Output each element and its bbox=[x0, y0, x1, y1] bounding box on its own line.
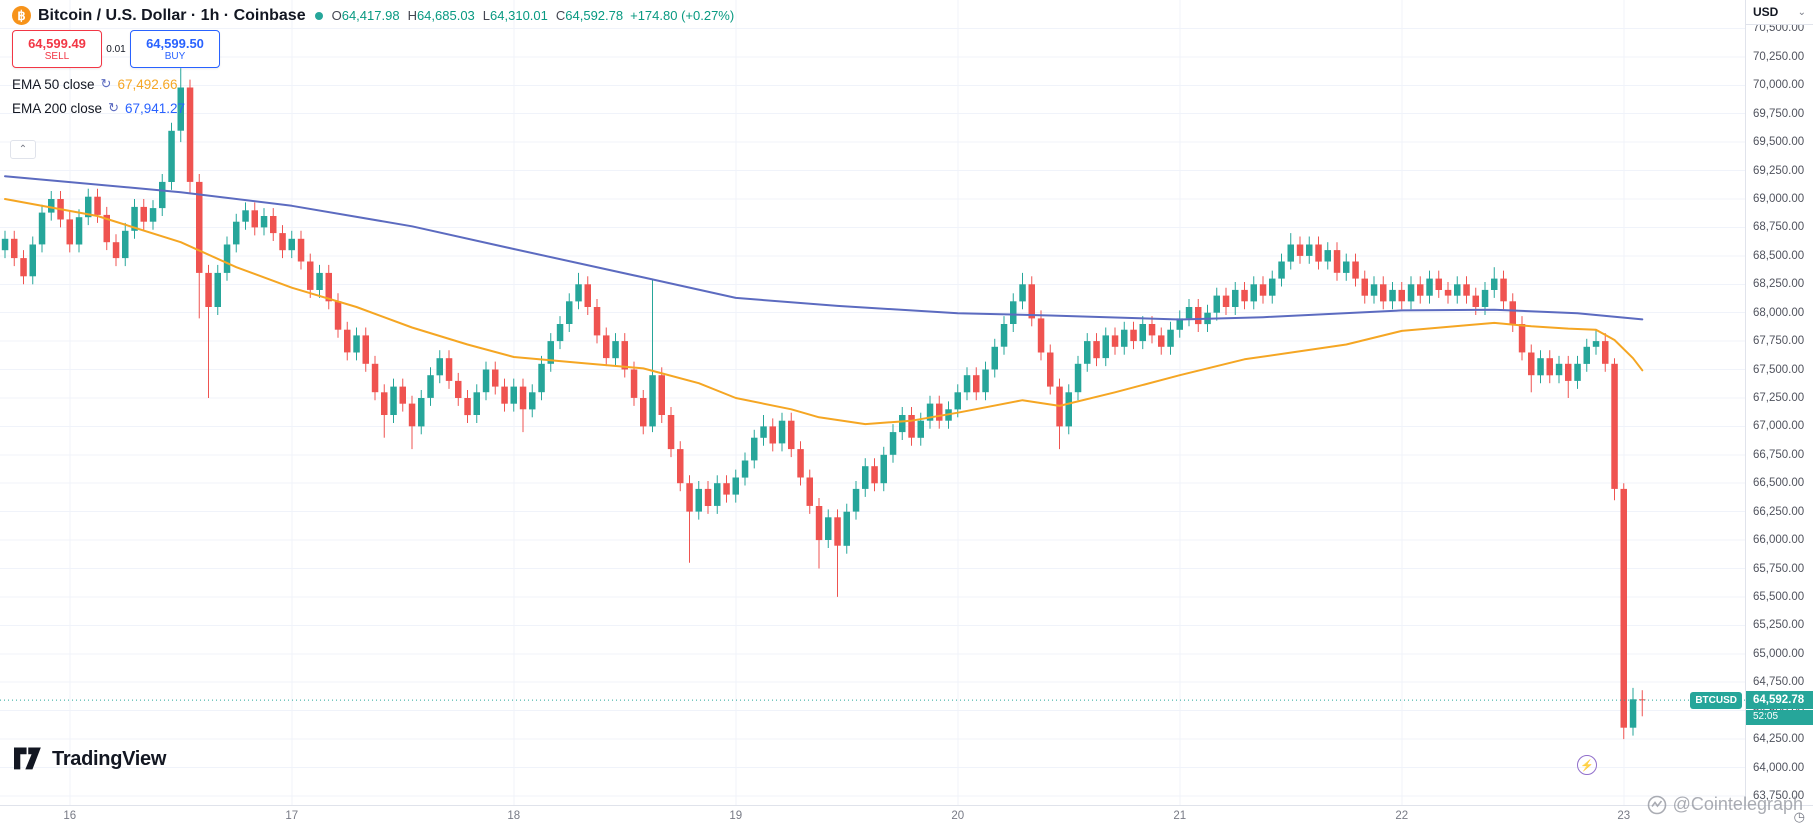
price-axis-label: 65,500.00 bbox=[1753, 590, 1805, 603]
time-axis-label: 21 bbox=[1173, 810, 1187, 822]
price-axis-label: 64,000.00 bbox=[1753, 761, 1805, 774]
price-axis-label: 65,250.00 bbox=[1753, 619, 1805, 632]
time-axis-label: 22 bbox=[1395, 810, 1409, 822]
price-axis-label: 69,000.00 bbox=[1753, 193, 1805, 205]
indicator-ema200[interactable]: EMA 200 close ↻ 67,941.27 bbox=[12, 96, 185, 120]
price-axis-label: 68,750.00 bbox=[1753, 221, 1805, 234]
current-price-badge: BTCUSD 64,592.78 52:05 bbox=[1690, 691, 1813, 726]
high-value: 64,685.03 bbox=[416, 8, 475, 23]
ema200-name: EMA 200 close bbox=[12, 100, 103, 116]
buy-label: BUY bbox=[164, 50, 186, 62]
tradingview-logo[interactable]: TradingView bbox=[14, 747, 166, 771]
price-axis-label: 66,000.00 bbox=[1753, 534, 1805, 547]
price-axis-label: 69,500.00 bbox=[1753, 136, 1805, 149]
sell-label: SELL bbox=[44, 50, 70, 62]
bitcoin-icon: ฿ bbox=[12, 6, 31, 25]
time-axis-labels[interactable]: 16 17 18 19 20 21 22 23 bbox=[0, 806, 1745, 827]
price-axis-label: 70,500.00 bbox=[1753, 22, 1805, 35]
market-status-dot bbox=[314, 11, 323, 20]
symbol-title[interactable]: Bitcoin / U.S. Dollar · 1h · Coinbase bbox=[38, 6, 306, 24]
price-axis-label: 65,750.00 bbox=[1753, 562, 1805, 575]
price-axis-label: 69,750.00 bbox=[1753, 107, 1805, 120]
bar-countdown: 52:05 bbox=[1746, 710, 1813, 726]
sell-button[interactable]: 64,599.49 SELL bbox=[12, 30, 102, 68]
chart-header: ฿ Bitcoin / U.S. Dollar · 1h · Coinbase … bbox=[12, 6, 734, 25]
price-axis-label: 67,500.00 bbox=[1753, 363, 1805, 376]
close-label: C bbox=[555, 8, 566, 23]
time-axis-label: 16 bbox=[63, 810, 77, 822]
buy-button[interactable]: 64,599.50 BUY bbox=[130, 30, 220, 68]
chart-area: ฿ Bitcoin / U.S. Dollar · 1h · Coinbase … bbox=[0, 0, 1745, 805]
caret-down-icon: ⌄ bbox=[1797, 6, 1806, 18]
low-label: L bbox=[482, 8, 491, 23]
symbol-chip: BTCUSD bbox=[1690, 691, 1742, 709]
cointelegraph-handle: @Cointelegraph bbox=[1672, 794, 1803, 814]
last-price-label: 64,592.78 bbox=[1746, 691, 1813, 710]
high-label: H bbox=[407, 8, 417, 23]
time-axis-label: 19 bbox=[729, 810, 743, 822]
price-axis-label: 66,750.00 bbox=[1753, 448, 1805, 461]
currency-selector[interactable]: USD ⌄ bbox=[1746, 0, 1813, 25]
low-value: 64,310.01 bbox=[490, 8, 548, 23]
price-axis-label: 66,500.00 bbox=[1753, 477, 1805, 490]
candlestick-chart[interactable] bbox=[0, 0, 1745, 805]
price-axis-label: 67,750.00 bbox=[1753, 335, 1805, 348]
ema50-name: EMA 50 close bbox=[12, 76, 95, 92]
indicator-ema50[interactable]: EMA 50 close ↻ 67,492.66 bbox=[12, 72, 185, 96]
time-axis-label: 20 bbox=[951, 810, 965, 822]
price-axis-label: 67,250.00 bbox=[1753, 392, 1805, 404]
price-axis-label: 65,000.00 bbox=[1753, 647, 1805, 660]
loop-icon: ↻ bbox=[108, 100, 119, 115]
cointelegraph-watermark: @Cointelegraph bbox=[1647, 794, 1803, 815]
open-value: 64,417.98 bbox=[341, 8, 400, 23]
price-axis-label: 68,000.00 bbox=[1753, 306, 1805, 319]
collapse-legend-button[interactable]: ⌃ bbox=[10, 140, 36, 159]
ema200-value: 67,941.27 bbox=[124, 100, 186, 116]
price-axis-label: 64,250.00 bbox=[1753, 733, 1805, 746]
price-axis-label: 64,750.00 bbox=[1753, 676, 1805, 689]
open-label: O bbox=[331, 8, 342, 23]
ohlc-values: O64,417.98 H64,685.03 L64,310.01 C64,592… bbox=[332, 8, 624, 23]
lightning-icon: ⚡ bbox=[1577, 755, 1597, 775]
clock-icon: ◷ bbox=[1793, 809, 1805, 824]
tradingview-logo-text: TradingView bbox=[52, 747, 167, 770]
indicator-legend: EMA 50 close ↻ 67,492.66 EMA 200 close ↻… bbox=[12, 72, 185, 120]
ema50-value: 67,492.66 bbox=[117, 76, 178, 92]
buy-price: 64,599.50 bbox=[146, 35, 204, 51]
time-axis-label: 18 bbox=[507, 810, 521, 822]
price-axis-label: 70,250.00 bbox=[1753, 50, 1805, 63]
loop-icon: ↻ bbox=[100, 76, 112, 91]
price-axis-label: 67,000.00 bbox=[1753, 420, 1805, 433]
price-change: +174.80 (+0.27%) bbox=[630, 8, 735, 23]
price-axis-label: 66,250.00 bbox=[1753, 505, 1805, 518]
time-axis-corner[interactable]: ◷ bbox=[1745, 806, 1813, 827]
tradingview-logo-icon bbox=[14, 747, 41, 770]
sell-price: 64,599.49 bbox=[28, 35, 86, 51]
spread-value: 0.01 bbox=[102, 43, 130, 55]
time-axis[interactable]: 16 17 18 19 20 21 22 23 ◷ bbox=[0, 805, 1813, 827]
price-axis-label: 70,000.00 bbox=[1753, 79, 1805, 92]
close-value: 64,592.78 bbox=[565, 8, 624, 23]
price-axis[interactable]: USD ⌄ 70,500.00 70,250.00 70,000.00 69,750.… bbox=[1745, 0, 1813, 805]
price-axis-label: 63,750.00 bbox=[1753, 789, 1805, 802]
buy-sell-widget: 64,599.49 SELL 0.01 64,599.50 BUY bbox=[12, 30, 220, 68]
price-axis-label: 68,250.00 bbox=[1753, 278, 1805, 291]
time-axis-label: 17 bbox=[285, 810, 299, 822]
cointelegraph-logo-icon bbox=[1647, 795, 1666, 814]
price-axis-label: 68,500.00 bbox=[1753, 249, 1805, 262]
currency-label: USD bbox=[1753, 5, 1779, 19]
price-axis-label: 69,250.00 bbox=[1753, 164, 1805, 177]
chevron-up-icon: ⌃ bbox=[18, 144, 28, 155]
time-axis-label: 23 bbox=[1617, 810, 1631, 822]
